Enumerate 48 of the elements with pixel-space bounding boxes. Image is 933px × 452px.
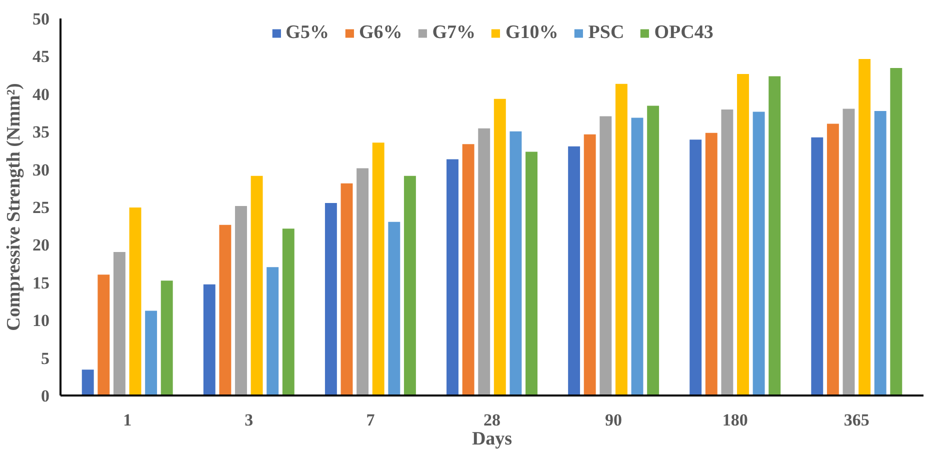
bar — [567, 145, 582, 396]
bar — [858, 58, 872, 396]
x-tick-label: 28 — [484, 410, 500, 430]
x-axis-title: Days — [472, 428, 512, 450]
x-tick-label: 365 — [844, 410, 870, 430]
bar — [144, 310, 158, 396]
bar — [688, 138, 703, 396]
bar — [810, 136, 824, 396]
bar — [614, 82, 628, 396]
y-tick-label: 25 — [32, 198, 50, 217]
bar — [160, 280, 174, 396]
bar — [112, 250, 126, 396]
bar — [842, 108, 856, 396]
y-axis-title: Compressive Strength (Nmm²) — [4, 83, 24, 331]
bar — [446, 158, 460, 396]
legend-label: OPC43 — [654, 22, 714, 44]
y-tick-label: 45 — [32, 47, 50, 66]
bar — [340, 182, 354, 396]
bar — [524, 150, 538, 396]
x-tick-label: 180 — [722, 410, 748, 430]
bar — [736, 73, 750, 396]
y-tick-label: 5 — [41, 348, 50, 368]
y-tick-label: 40 — [32, 84, 50, 104]
bar — [356, 167, 370, 396]
bar — [281, 228, 296, 396]
legend-label: G6% — [358, 22, 402, 44]
y-tick-label: 10 — [32, 311, 50, 330]
bar — [630, 116, 644, 396]
x-tick-label: 3 — [244, 410, 254, 430]
legend-label: G5% — [286, 22, 329, 44]
x-tick-label: 90 — [605, 410, 622, 430]
legend-label: G7% — [432, 22, 476, 44]
bar — [402, 174, 417, 396]
y-tick-label: 35 — [32, 122, 50, 142]
bar — [234, 204, 248, 396]
y-tick-label: 50 — [32, 10, 50, 28]
y-tick-label: 30 — [32, 160, 50, 180]
y-tick-label: 15 — [32, 273, 50, 292]
bar — [826, 122, 840, 396]
y-tick-label: 20 — [32, 236, 50, 255]
y-tick-label: 0 — [41, 386, 50, 406]
legend-label: PSC — [588, 22, 624, 44]
bar — [128, 206, 142, 396]
legend-label: G10% — [506, 22, 558, 44]
x-tick-label: 1 — [123, 410, 132, 430]
bar — [646, 104, 660, 396]
x-tick-label: 7 — [366, 410, 376, 430]
bar — [324, 202, 338, 396]
